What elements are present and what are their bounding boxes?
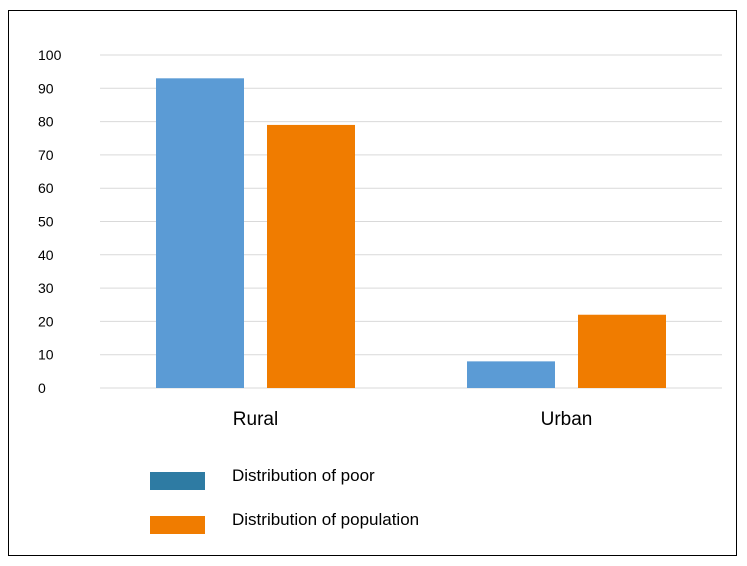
legend-label-1: Distribution of poor <box>232 466 375 485</box>
y-tick-label: 10 <box>38 347 54 363</box>
y-tick-label: 80 <box>38 114 54 130</box>
bar-rural-series-2 <box>267 124 355 389</box>
legend-label-2: Distribution of population <box>232 510 419 529</box>
y-tick-label: 50 <box>38 214 54 230</box>
bars <box>156 78 666 389</box>
legend-swatch-1 <box>150 472 205 490</box>
y-tick-label: 90 <box>38 80 54 96</box>
y-tick-label: 100 <box>38 47 62 63</box>
bar-rural-series-1 <box>156 78 244 388</box>
bar-urban-series-1 <box>467 361 555 388</box>
y-tick-label: 40 <box>38 247 54 263</box>
y-tick-label: 60 <box>38 180 54 196</box>
x-axis-categories: Rural Urban <box>233 409 593 430</box>
y-tick-label: 70 <box>38 147 54 163</box>
y-tick-label: 30 <box>38 280 54 296</box>
y-tick-label: 20 <box>38 313 54 329</box>
chart-frame <box>8 10 737 556</box>
legend: Distribution of poor Distribution of popu… <box>150 466 419 534</box>
legend-swatch-2 <box>150 516 205 534</box>
bar-urban-series-2 <box>578 314 666 388</box>
x-category-label: Urban <box>541 409 593 430</box>
y-axis-ticks: 0 10 20 30 40 50 60 70 80 90 100 <box>38 47 62 396</box>
y-tick-label: 0 <box>38 380 46 396</box>
x-category-label: Rural <box>233 409 278 430</box>
